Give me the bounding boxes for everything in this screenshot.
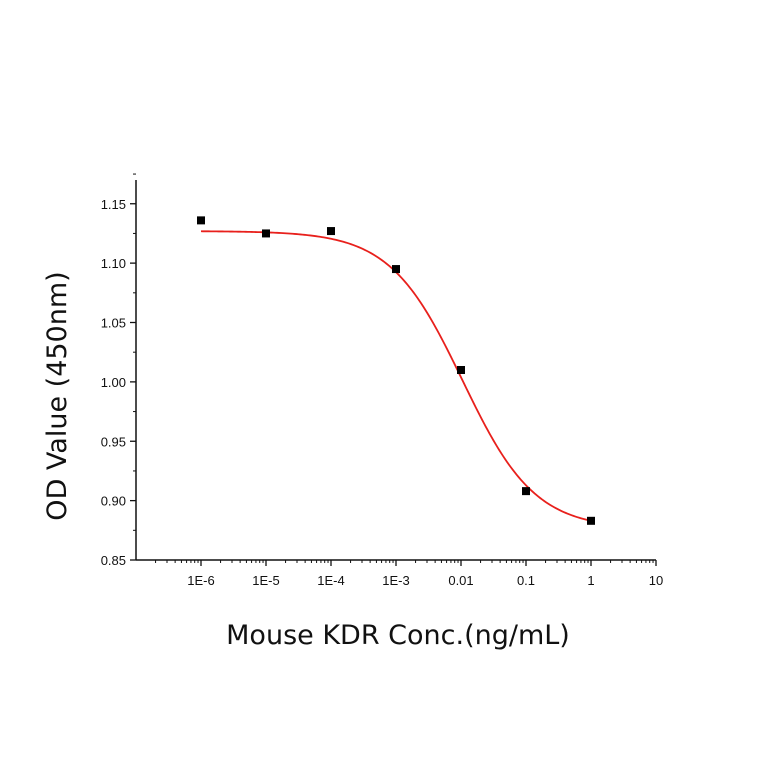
x-tick-label: 1 — [587, 573, 594, 588]
y-tick-label: 1.10 — [101, 256, 126, 271]
data-point-marker — [197, 216, 205, 225]
x-tick-label: 0.01 — [448, 573, 473, 588]
x-tick-label: 0.1 — [517, 573, 535, 588]
y-tick-label: 1.00 — [101, 375, 126, 390]
data-point-marker — [522, 487, 530, 496]
x-tick-label: 1E-3 — [382, 573, 409, 588]
data-point-marker — [262, 229, 270, 238]
data-point-marker — [392, 265, 400, 274]
x-tick-label: 1E-6 — [187, 573, 214, 588]
x-tick-label: 1E-4 — [317, 573, 344, 588]
x-tick-label: 10 — [649, 573, 663, 588]
data-markers — [197, 216, 595, 525]
data-point-marker — [327, 227, 335, 236]
y-tick-label: 0.85 — [101, 553, 126, 568]
y-tick-label: 1.15 — [101, 197, 126, 212]
data-point-marker — [587, 516, 595, 525]
x-tick-label: 1E-5 — [252, 573, 279, 588]
y-tick-label: 0.95 — [101, 434, 126, 449]
axes: 0.85 0.90 0.95 1.00 1.05 1.10 1.15 1E-6 1E-5 1E-4… — [101, 173, 663, 588]
y-tick-label: 1.05 — [101, 316, 126, 331]
data-point-marker — [457, 366, 465, 374]
y-axis-title: OD Value (450nm) — [42, 271, 73, 520]
fit-curve — [200, 230, 592, 522]
x-axis-title: Mouse KDR Conc.(ng/mL) — [226, 620, 570, 651]
y-tick-label: 0.90 — [101, 494, 126, 509]
